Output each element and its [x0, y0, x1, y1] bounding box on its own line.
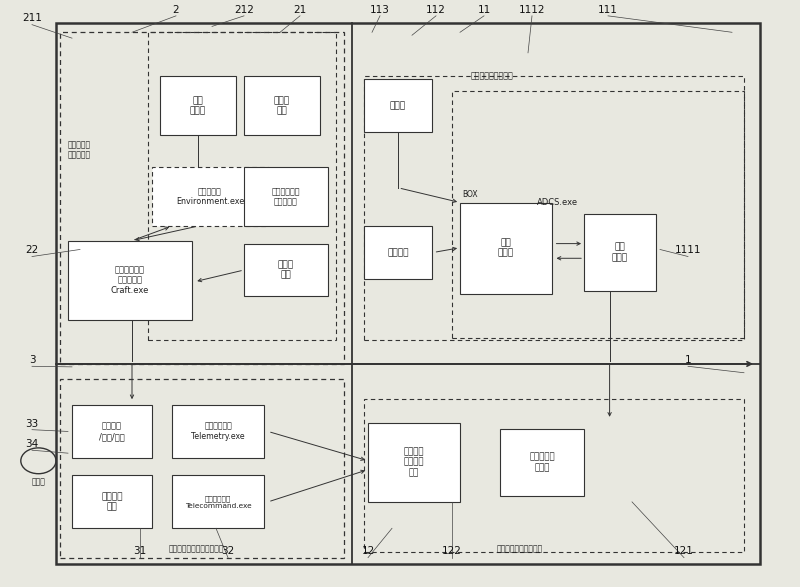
- Bar: [368, 423, 460, 502]
- Text: 数据归档
/分析/显示: 数据归档 /分析/显示: [99, 421, 125, 441]
- Text: 运动学
台子: 运动学 台子: [274, 96, 290, 116]
- Bar: [460, 203, 552, 294]
- Text: 遥控指令生成
Telecommand.exe: 遥控指令生成 Telecommand.exe: [185, 495, 251, 509]
- Bar: [364, 399, 744, 552]
- Text: 遥控遥测
子系统模
拟器: 遥控遥测 子系统模 拟器: [404, 447, 424, 477]
- Text: 运行管理
程序: 运行管理 程序: [102, 492, 122, 512]
- Bar: [148, 32, 336, 340]
- Text: 传感器: 传感器: [390, 101, 406, 110]
- Bar: [244, 244, 328, 296]
- Bar: [60, 379, 344, 558]
- Bar: [60, 32, 344, 364]
- Bar: [452, 91, 744, 338]
- Text: 212: 212: [234, 5, 254, 15]
- Text: 111: 111: [598, 5, 618, 15]
- Bar: [364, 76, 744, 340]
- Bar: [364, 79, 432, 132]
- Bar: [56, 23, 760, 564]
- Text: 开发模拟器
Environment.exe: 开发模拟器 Environment.exe: [176, 187, 244, 207]
- Text: 卡星底层子系统模拟器: 卡星底层子系统模拟器: [497, 544, 543, 554]
- Text: 113: 113: [370, 5, 390, 15]
- Bar: [72, 405, 152, 458]
- Text: 1111: 1111: [674, 245, 702, 255]
- Text: 32: 32: [222, 546, 234, 556]
- Text: 1: 1: [685, 355, 691, 365]
- Text: 122: 122: [442, 546, 462, 556]
- Text: 33: 33: [26, 419, 38, 429]
- Text: 天体
模拟器: 天体 模拟器: [190, 96, 206, 116]
- Text: 飞行环境与
反动模拟器: 飞行环境与 反动模拟器: [68, 140, 91, 160]
- Text: 22: 22: [26, 245, 38, 255]
- Text: 2: 2: [173, 5, 179, 15]
- Text: BOX: BOX: [462, 190, 478, 200]
- Text: 运行控制与测试系统模拟器: 运行控制与测试系统模拟器: [168, 544, 224, 554]
- Text: 112: 112: [426, 5, 446, 15]
- Text: 運测数据解码
Telemetry.exe: 運测数据解码 Telemetry.exe: [191, 421, 245, 441]
- Text: 接线
配置筱: 接线 配置筱: [498, 238, 514, 258]
- Bar: [172, 475, 264, 528]
- Bar: [152, 167, 268, 226]
- Text: 热真空与电磁
环境模拟器: 热真空与电磁 环境模拟器: [272, 187, 300, 207]
- Text: 供电子系统
模拟器: 供电子系统 模拟器: [529, 453, 555, 472]
- Text: 卫星控制系统模拟器: 卫星控制系统模拟器: [470, 72, 514, 81]
- Bar: [72, 475, 152, 528]
- Text: 操作员: 操作员: [31, 477, 46, 486]
- Text: 载载
计算机: 载载 计算机: [612, 242, 628, 262]
- Text: 31: 31: [134, 546, 146, 556]
- Bar: [244, 76, 320, 135]
- Text: 3: 3: [29, 355, 35, 365]
- Bar: [364, 226, 432, 279]
- Text: 34: 34: [26, 439, 38, 449]
- Text: 1112: 1112: [518, 5, 546, 15]
- Bar: [244, 167, 328, 226]
- Bar: [584, 214, 656, 291]
- Text: 12: 12: [362, 546, 374, 556]
- Text: ADCS.exe: ADCS.exe: [537, 198, 578, 207]
- Text: 211: 211: [22, 14, 42, 23]
- Text: 动力学
台子: 动力学 台子: [278, 260, 294, 280]
- Bar: [172, 405, 264, 458]
- Bar: [500, 429, 584, 496]
- Bar: [68, 241, 192, 320]
- Text: 21: 21: [294, 5, 306, 15]
- Text: 11: 11: [478, 5, 490, 15]
- Text: 轨道与姿态动
力学解算器
Craft.exe: 轨道与姿态动 力学解算器 Craft.exe: [111, 265, 149, 295]
- Bar: [160, 76, 236, 135]
- Text: 执行机构: 执行机构: [387, 248, 409, 257]
- Text: 121: 121: [674, 546, 694, 556]
